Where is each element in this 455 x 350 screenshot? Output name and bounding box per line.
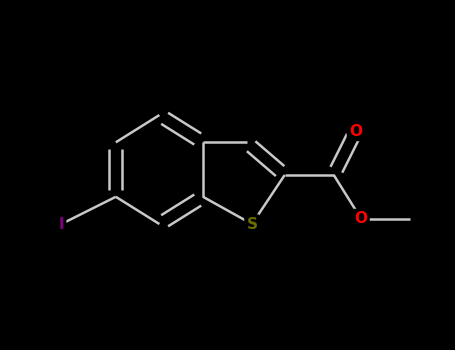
Text: O: O (349, 124, 362, 139)
Text: O: O (354, 211, 368, 226)
Text: S: S (247, 217, 258, 232)
Text: I: I (59, 217, 64, 232)
